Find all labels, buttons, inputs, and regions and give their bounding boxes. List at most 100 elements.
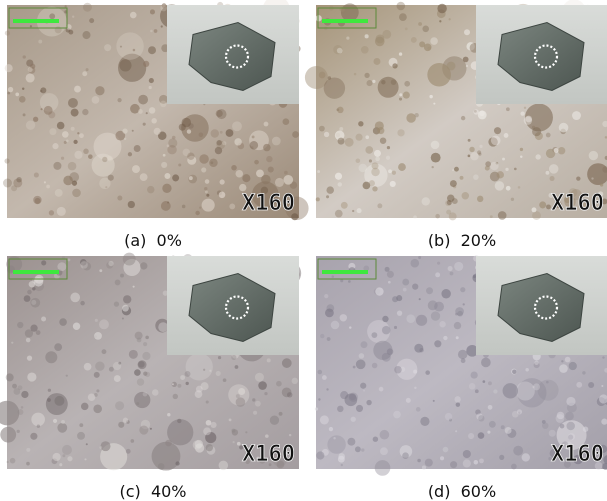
texture (6, 461, 8, 463)
texture (29, 281, 35, 287)
texture (450, 180, 457, 187)
texture (447, 200, 452, 205)
texture (516, 382, 535, 401)
texture (556, 414, 565, 423)
texture (242, 174, 250, 182)
texture (182, 205, 186, 209)
texture (13, 388, 20, 395)
texture (84, 363, 92, 371)
texture (123, 253, 136, 266)
texture (448, 266, 453, 271)
texture (83, 149, 88, 154)
texture (504, 133, 509, 138)
scale-bar (322, 270, 368, 274)
texture (210, 422, 216, 428)
texture (53, 419, 57, 423)
texture (337, 107, 344, 114)
texture (377, 127, 384, 134)
texture (318, 370, 323, 375)
texture (74, 151, 82, 159)
texture (41, 317, 46, 322)
texture (479, 111, 485, 117)
texture (316, 197, 320, 201)
texture (231, 355, 236, 360)
texture (81, 403, 88, 410)
texture (505, 168, 508, 171)
texture (399, 97, 402, 100)
texture (71, 127, 75, 131)
texture (464, 29, 470, 35)
texture (130, 439, 134, 443)
texture (458, 350, 467, 359)
texture (117, 98, 121, 102)
texture (402, 279, 409, 286)
texture (403, 92, 410, 99)
texture (348, 280, 351, 283)
texture (532, 126, 535, 129)
texture (569, 362, 577, 370)
micrograph-panel: X160(b) 20% (305, 0, 607, 250)
texture (588, 382, 594, 388)
texture (369, 159, 372, 162)
texture (17, 322, 23, 328)
texture (428, 300, 438, 310)
texture (591, 177, 593, 179)
texture (108, 261, 113, 266)
texture (206, 400, 209, 403)
texture (231, 429, 235, 433)
texture (488, 405, 493, 410)
texture (138, 95, 148, 105)
texture (490, 162, 498, 170)
texture (66, 139, 69, 142)
texture (474, 460, 479, 465)
texture (70, 293, 80, 303)
texture (420, 417, 429, 426)
texture (539, 201, 546, 208)
texture (455, 430, 457, 432)
texture (143, 123, 146, 126)
texture (114, 302, 119, 307)
texture (335, 210, 343, 218)
texture (252, 398, 255, 401)
texture (359, 164, 367, 172)
texture (6, 373, 14, 381)
texture (361, 448, 364, 451)
texture (361, 341, 368, 348)
texture (463, 459, 471, 467)
texture (524, 107, 526, 109)
texture (186, 353, 213, 380)
texture (223, 378, 227, 382)
texture (120, 274, 124, 278)
texture (237, 442, 241, 446)
texture (382, 316, 388, 322)
texture (381, 80, 385, 84)
texture (258, 381, 267, 390)
texture (172, 383, 174, 385)
texture (375, 460, 391, 476)
texture (411, 259, 420, 268)
texture (218, 356, 221, 359)
texture (520, 111, 524, 115)
texture (268, 166, 274, 172)
texture (165, 440, 172, 447)
texture (487, 431, 490, 434)
texture (282, 358, 292, 368)
texture (471, 371, 478, 378)
texture (275, 178, 284, 187)
texture (380, 137, 386, 143)
micrograph-panel: X160(c) 40% (0, 253, 301, 501)
texture (434, 340, 441, 347)
texture (193, 440, 202, 449)
texture (549, 430, 556, 437)
texture (73, 323, 80, 330)
texture (374, 150, 381, 157)
texture (417, 459, 421, 463)
texture (440, 456, 444, 460)
texture (437, 4, 446, 13)
texture (71, 109, 79, 117)
texture (19, 96, 26, 103)
texture (31, 413, 45, 427)
texture (327, 337, 331, 341)
texture (231, 165, 236, 170)
texture (283, 118, 290, 125)
